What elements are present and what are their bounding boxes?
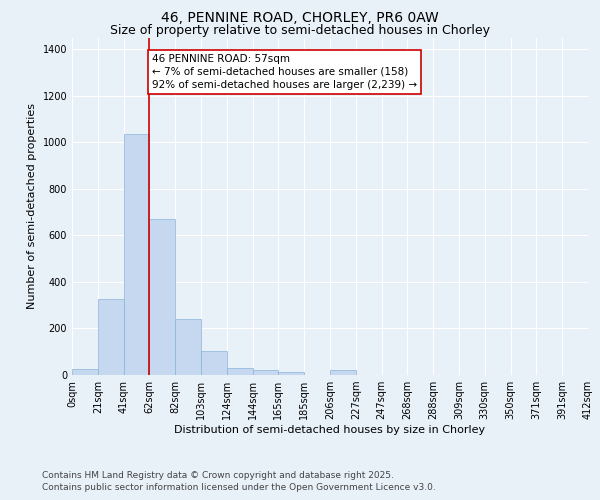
Bar [175, 319, 201, 375]
Bar [278, 372, 304, 375]
X-axis label: Distribution of semi-detached houses by size in Chorley: Distribution of semi-detached houses by … [175, 425, 485, 435]
Bar [330, 370, 356, 375]
Y-axis label: Number of semi-detached properties: Number of semi-detached properties [27, 104, 37, 309]
Bar [124, 134, 149, 375]
Bar [227, 368, 253, 375]
Bar [72, 369, 98, 375]
Text: 46 PENNINE ROAD: 57sqm
← 7% of semi-detached houses are smaller (158)
92% of sem: 46 PENNINE ROAD: 57sqm ← 7% of semi-deta… [152, 54, 417, 90]
Bar [98, 300, 124, 375]
Text: Contains HM Land Registry data © Crown copyright and database right 2025.
Contai: Contains HM Land Registry data © Crown c… [42, 471, 436, 492]
Bar [149, 219, 175, 375]
Text: 46, PENNINE ROAD, CHORLEY, PR6 0AW: 46, PENNINE ROAD, CHORLEY, PR6 0AW [161, 11, 439, 25]
Bar [201, 350, 227, 375]
Bar [253, 370, 278, 375]
Text: Size of property relative to semi-detached houses in Chorley: Size of property relative to semi-detach… [110, 24, 490, 37]
